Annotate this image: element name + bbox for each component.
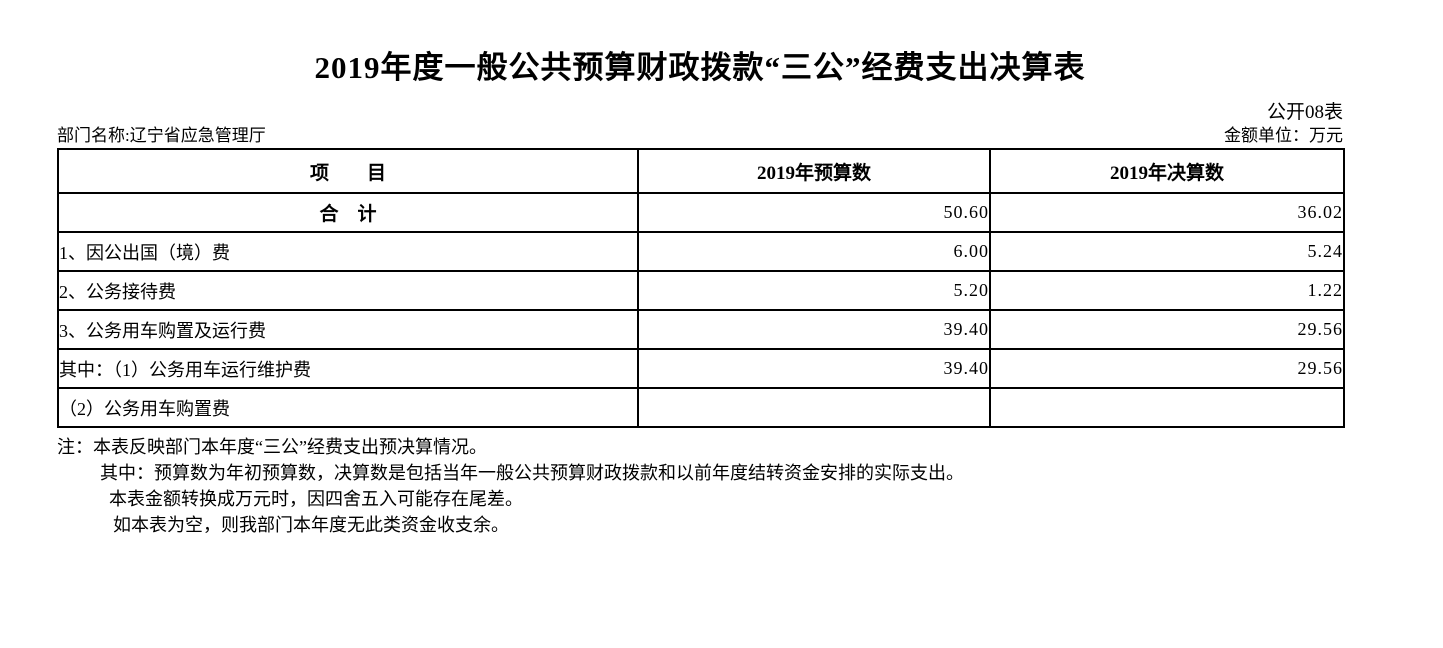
final-value	[989, 387, 1345, 428]
final-value: 5.24	[989, 231, 1345, 272]
row-label: 合 计	[57, 192, 639, 233]
final-value: 1.22	[989, 270, 1345, 311]
note-line: 其中：预算数为年初预算数，决算数是包括当年一般公共预算财政拨款和以前年度结转资金…	[100, 463, 964, 483]
final-value: 29.56	[989, 348, 1345, 389]
table-row: （2）公务用车购置费	[57, 387, 1345, 428]
header-budget: 2019年预算数	[637, 148, 991, 194]
meta-line: 部门名称:辽宁省应急管理厅 金额单位：万元	[57, 126, 1343, 146]
budget-value: 6.00	[637, 231, 991, 272]
budget-value	[637, 387, 991, 428]
document-sheet: 2019年度一般公共预算财政拨款“三公”经费支出决算表 公开08表 部门名称:辽…	[57, 0, 1345, 538]
notes: 注：本表反映部门本年度“三公”经费支出预决算情况。 其中：预算数为年初预算数，决…	[57, 434, 1343, 538]
budget-value: 39.40	[637, 309, 991, 350]
budget-value: 50.60	[637, 192, 991, 233]
table-row: 2、公务接待费 5.20 1.22	[57, 270, 1345, 311]
page-title: 2019年度一般公共预算财政拨款“三公”经费支出决算表	[314, 50, 1086, 85]
note-line: 本表金额转换成万元时，因四舍五入可能存在尾差。	[109, 489, 523, 509]
header-final: 2019年决算数	[989, 148, 1345, 194]
table-row: 3、公务用车购置及运行费 39.40 29.56	[57, 309, 1345, 350]
department-name-label: 部门名称:辽宁省应急管理厅	[57, 126, 266, 145]
final-value: 29.56	[989, 309, 1345, 350]
row-label: 2、公务接待费	[57, 270, 639, 311]
header-row: 项 目 2019年预算数 2019年决算数	[57, 148, 1345, 194]
form-code-label: 公开08表	[1266, 102, 1343, 123]
row-label: 其中：（1）公务用车运行维护费	[57, 348, 639, 389]
note-line: 如本表为空，则我部门本年度无此类资金收支余。	[113, 515, 509, 535]
note-line: 注：本表反映部门本年度“三公”经费支出预决算情况。	[57, 437, 487, 457]
budget-value: 5.20	[637, 270, 991, 311]
row-label: 3、公务用车购置及运行费	[57, 309, 639, 350]
budget-value: 39.40	[637, 348, 991, 389]
unit-label: 金额单位：万元	[1224, 126, 1343, 145]
budget-table: 项 目 2019年预算数 2019年决算数 合 计 50.60 36.02 1、…	[57, 148, 1345, 428]
table-row: 其中：（1）公务用车运行维护费 39.40 29.56	[57, 348, 1345, 389]
header-item: 项 目	[57, 148, 639, 194]
table-row: 1、因公出国（境）费 6.00 5.24	[57, 231, 1345, 272]
final-value: 36.02	[989, 192, 1345, 233]
table-row-total: 合 计 50.60 36.02	[57, 192, 1345, 233]
row-label: （2）公务用车购置费	[57, 387, 639, 428]
row-label: 1、因公出国（境）费	[57, 231, 639, 272]
